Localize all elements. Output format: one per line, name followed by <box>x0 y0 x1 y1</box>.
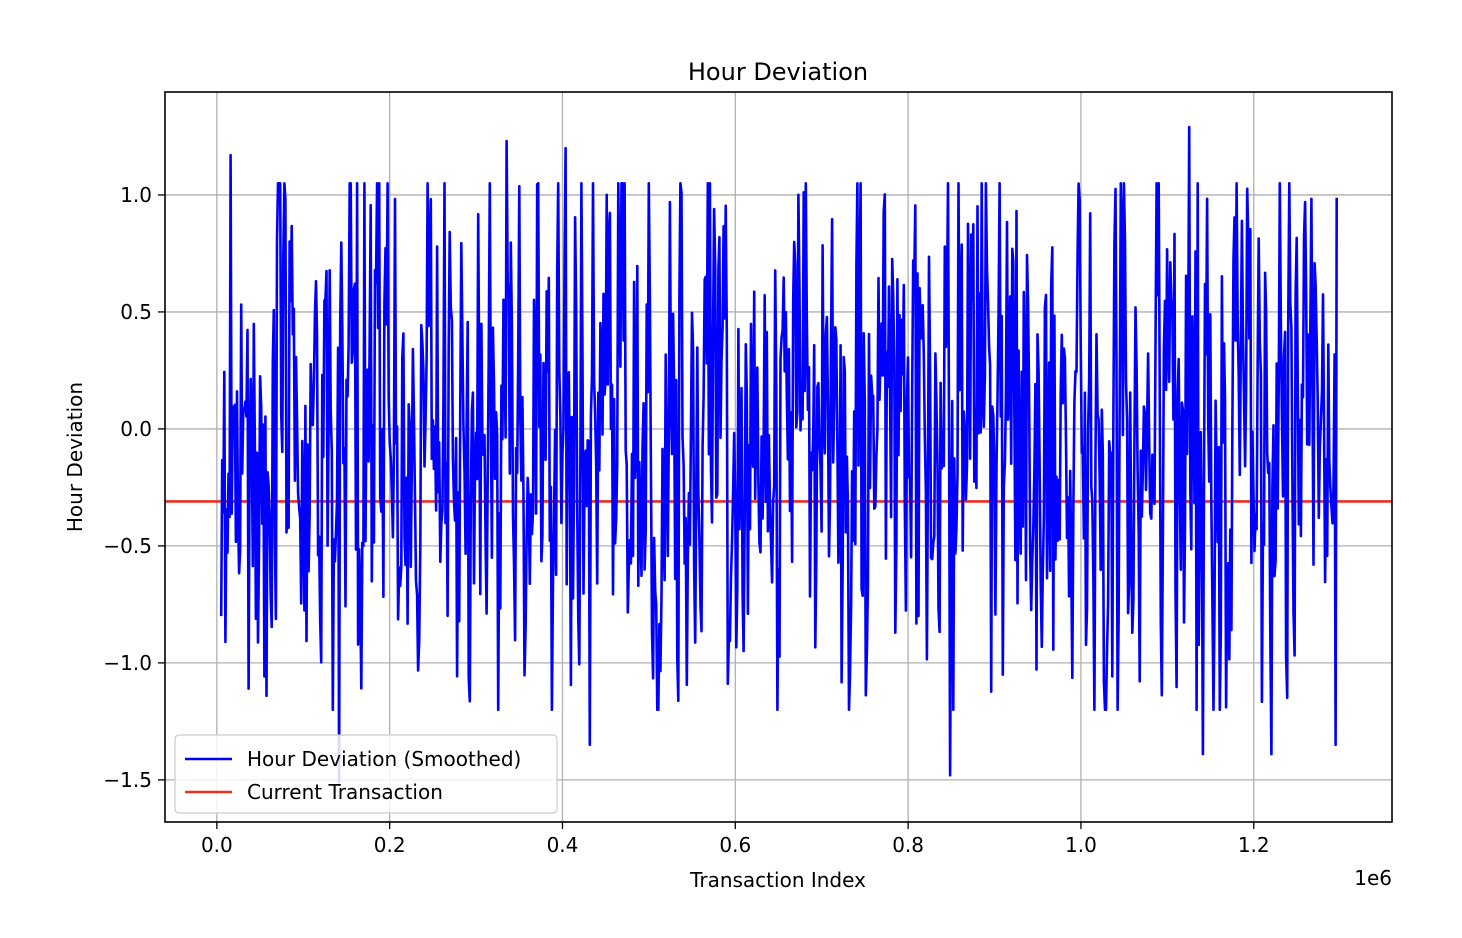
smoothed-series-layer <box>219 125 1338 784</box>
series-line-smoothed <box>219 125 1338 784</box>
x-tick-label: 0.8 <box>892 833 924 857</box>
x-offset-label: 1e6 <box>1354 866 1392 890</box>
y-tick-label: −0.5 <box>103 534 152 558</box>
x-tick-label: 0.2 <box>374 833 406 857</box>
y-tick-label: 0.0 <box>120 417 152 441</box>
y-tick-label: 0.5 <box>120 300 152 324</box>
x-tick-label: 0.0 <box>201 833 233 857</box>
legend-label-smoothed: Hour Deviation (Smoothed) <box>247 747 521 771</box>
y-tick-label: −1.0 <box>103 651 152 675</box>
legend-box <box>174 734 558 814</box>
y-tick-label: 1.0 <box>120 183 152 207</box>
y-axis-ticks: −1.5 −1.0 −0.5 0.0 0.5 1.0 <box>103 183 165 792</box>
plot-frame <box>164 91 1393 823</box>
x-tick-label: 1.2 <box>1238 833 1270 857</box>
y-tick-label: −1.5 <box>103 768 152 792</box>
chart-title: Hour Deviation <box>688 58 868 86</box>
x-axis-ticks: 0.0 0.2 0.4 0.6 0.8 1.0 1.2 <box>201 822 1270 857</box>
x-tick-label: 0.4 <box>547 833 579 857</box>
x-tick-label: 1.0 <box>1065 833 1097 857</box>
legend-label-current: Current Transaction <box>247 780 443 804</box>
legend: Hour Deviation (Smoothed) Current Transa… <box>174 734 558 814</box>
x-axis-label: Transaction Index <box>689 868 866 892</box>
x-tick-label: 0.6 <box>719 833 751 857</box>
y-axis-label: Hour Deviation <box>63 382 87 532</box>
